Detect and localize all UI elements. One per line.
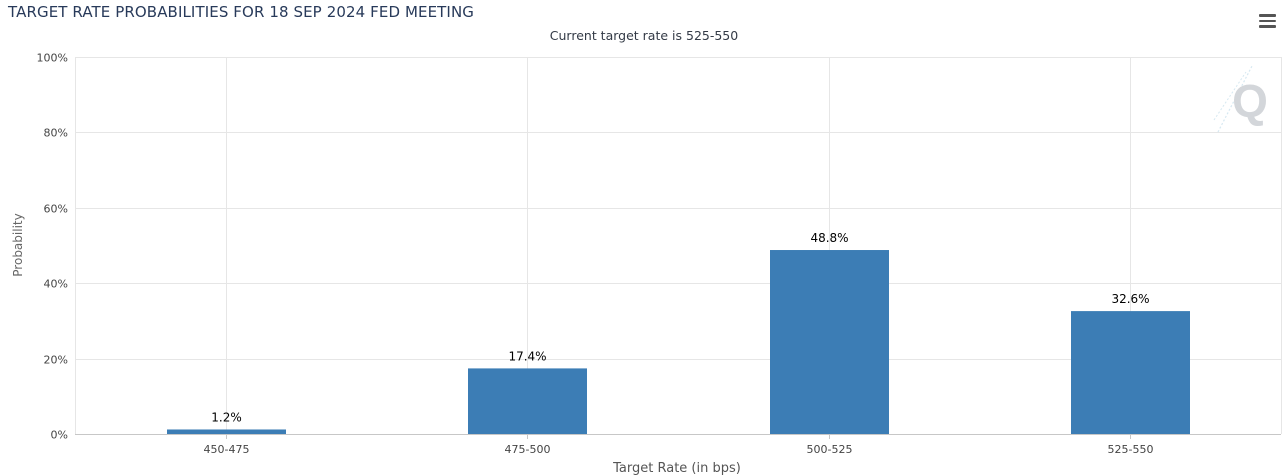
bar-500-525[interactable] (770, 250, 889, 434)
data-label: 32.6% (1111, 292, 1149, 306)
bar-475-500[interactable] (468, 368, 587, 434)
data-label: 48.8% (810, 231, 848, 245)
y-tick-label: 60% (44, 203, 68, 216)
bar-450-475[interactable] (167, 429, 286, 434)
y-axis-title: Probability (11, 213, 25, 276)
y-tick-label: 20% (44, 354, 68, 367)
y-tick-label: 0% (51, 429, 68, 442)
y-tick-label: 80% (44, 127, 68, 140)
data-label: 1.2% (211, 410, 242, 424)
q-logo-icon: Q (1213, 65, 1268, 133)
chart-title: TARGET RATE PROBABILITIES FOR 18 SEP 202… (8, 3, 474, 21)
bars-layer (167, 250, 1190, 434)
svg-text:Q: Q (1232, 75, 1268, 127)
hamburger-menu-icon[interactable] (1259, 14, 1276, 28)
x-tick-label: 450-475 (204, 443, 250, 456)
bar-525-550[interactable] (1071, 311, 1190, 434)
chart-subtitle: Current target rate is 525-550 (549, 28, 739, 43)
data-label: 17.4% (508, 349, 546, 363)
x-tick-label: 500-525 (807, 443, 853, 456)
y-tick-label: 40% (44, 278, 68, 291)
x-axis-title: Target Rate (in bps) (612, 461, 741, 475)
x-tick-label: 475-500 (505, 443, 551, 456)
x-tick-label: 525-550 (1108, 443, 1154, 456)
labels-layer: 0% 20% 40% 60% 80% 100% 450-475 1.2% 475-500 17.4… (37, 52, 1154, 457)
y-tick-label: 100% (37, 52, 68, 65)
